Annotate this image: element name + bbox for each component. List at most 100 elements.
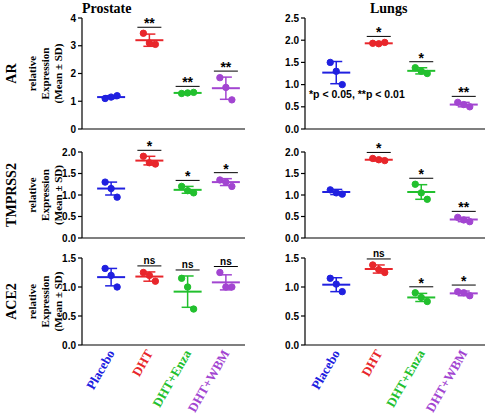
y-tick-label: 0.5: [62, 311, 76, 322]
point: [418, 190, 424, 196]
y-tick-label: 1.0: [62, 190, 76, 201]
point: [461, 217, 467, 223]
y-tick: [301, 194, 305, 195]
point: [412, 181, 418, 187]
y-tick: [78, 344, 82, 345]
significance-label: *: [419, 50, 425, 66]
significance-label: *: [419, 166, 425, 182]
y-tick: [78, 216, 82, 217]
y-axis: [81, 258, 82, 345]
point: [333, 190, 339, 196]
y-tick-label: 0.5: [285, 311, 299, 322]
significance-label: *: [147, 138, 153, 154]
y-tick-label: 3: [70, 40, 76, 51]
point: [178, 275, 184, 281]
point: [152, 278, 158, 284]
y-label-detail: (Mean ± SD): [52, 43, 65, 103]
y-tick-label: 1.0: [285, 190, 299, 201]
panel: 0.00.51.01.5PlaceboDHTDHT+EnzaDHT+WBMns*…: [285, 248, 485, 415]
significance-label: ns: [220, 256, 232, 267]
y-label: AR: [4, 63, 19, 84]
y-tick: [78, 257, 82, 258]
point: [424, 196, 430, 202]
y-tick: [78, 101, 82, 102]
point: [229, 284, 235, 290]
point: [217, 74, 223, 80]
y-tick-label: 1.0: [285, 79, 299, 90]
y-tick-label: 1.5: [285, 168, 299, 179]
point: [370, 155, 376, 161]
point: [184, 90, 190, 96]
point: [467, 218, 473, 224]
y-tick-label: 4: [70, 13, 76, 24]
y-tick-label: 1.5: [285, 253, 299, 264]
x-tick-label: DHT+WBM: [423, 347, 471, 415]
point: [178, 90, 184, 96]
panel-title: Prostate: [82, 1, 132, 16]
x-axis: [82, 237, 245, 238]
y-tick: [78, 128, 82, 129]
data-group: [97, 30, 240, 103]
y-tick-label: 2.0: [62, 147, 76, 158]
panel: 01234ProstateARrelativeExpression(Mean ±…: [4, 1, 245, 135]
point: [424, 70, 430, 76]
x-tick-label: DHT: [129, 347, 156, 379]
y-label-detail: Expression: [39, 48, 51, 100]
point: [461, 290, 467, 296]
y-tick-label: 0.0: [285, 340, 299, 351]
point: [217, 269, 223, 275]
y-tick-label: 0: [70, 124, 76, 135]
point: [146, 272, 152, 278]
significance-label: *: [376, 140, 382, 156]
y-tick: [301, 84, 305, 85]
y-tick-label: 1.0: [62, 282, 76, 293]
point: [327, 187, 333, 193]
point: [223, 284, 229, 290]
y-tick-label: 0.0: [62, 340, 76, 351]
data-group: [322, 262, 478, 305]
y-tick: [301, 128, 305, 129]
panel: 0.00.51.01.5PlaceboDHTDHT+EnzaDHT+WBMACE…: [4, 253, 245, 415]
point: [418, 68, 424, 74]
x-tick-label: DHT: [358, 347, 385, 379]
x-tick-label: Placebo: [83, 347, 118, 392]
data-group: [322, 155, 478, 225]
y-tick-label: 0.0: [285, 124, 299, 135]
y-tick-label: 0.0: [285, 233, 299, 244]
y-tick-label: 1: [70, 96, 76, 107]
significance-label: *: [376, 24, 382, 40]
point: [327, 275, 333, 281]
point: [229, 183, 235, 189]
point: [461, 101, 467, 107]
significance-label: ns: [144, 255, 156, 266]
point: [339, 81, 345, 87]
point: [108, 94, 114, 100]
x-axis: [305, 237, 485, 238]
annotation: *p < 0.05, **p < 0.01: [309, 88, 405, 100]
point: [339, 288, 345, 294]
point: [184, 284, 190, 290]
point: [229, 97, 235, 103]
y-tick: [301, 344, 305, 345]
y-tick: [301, 315, 305, 316]
x-tick-label: DHT+WBM: [185, 347, 233, 415]
point: [114, 93, 120, 99]
point: [146, 160, 152, 166]
point: [102, 265, 108, 271]
significance-label: **: [182, 74, 193, 90]
y-label-detail: (Mean ± SD): [52, 271, 65, 331]
point: [455, 288, 461, 294]
y-axis: [304, 258, 305, 345]
point: [382, 39, 388, 45]
significance-label: *: [419, 275, 425, 291]
y-tick: [78, 194, 82, 195]
y-label: TMPRSS2: [4, 163, 19, 227]
significance-label: **: [220, 59, 231, 75]
significance-label: *: [461, 273, 467, 289]
y-tick-label: 2.0: [285, 35, 299, 46]
figure: 01234ProstateARrelativeExpression(Mean ±…: [0, 0, 490, 419]
y-label-detail: relative: [26, 56, 38, 91]
y-tick-label: 1.5: [62, 253, 76, 264]
y-label-detail: relative: [26, 284, 38, 319]
point: [152, 41, 158, 47]
